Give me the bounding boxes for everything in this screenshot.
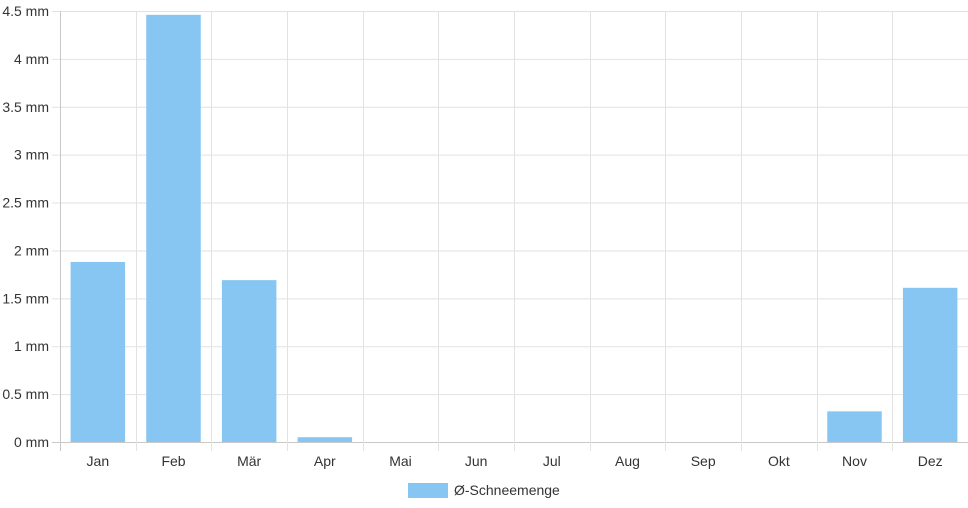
x-tick-label: Jan xyxy=(87,453,110,469)
x-tick-label: Jun xyxy=(465,453,488,469)
x-tick-label: Nov xyxy=(842,453,867,469)
bar-jan[interactable] xyxy=(70,261,126,442)
bar-dez[interactable] xyxy=(902,287,958,442)
y-tick-label: 3 mm xyxy=(14,147,49,163)
x-tick-label: Okt xyxy=(768,453,790,469)
bar-feb[interactable] xyxy=(146,14,201,442)
x-tick-label: Apr xyxy=(314,453,336,469)
bar-apr[interactable] xyxy=(297,437,353,442)
y-tick-label: 1.5 mm xyxy=(2,290,49,306)
bar-mär[interactable] xyxy=(221,280,277,442)
y-tick-label: 0.5 mm xyxy=(2,386,49,402)
legend-swatch[interactable] xyxy=(408,483,448,498)
y-tick-label: 3.5 mm xyxy=(2,99,49,115)
bar-nov[interactable] xyxy=(827,411,882,442)
y-tick-label: 0 mm xyxy=(14,434,49,450)
x-tick-label: Mär xyxy=(237,453,261,469)
x-tick-label: Jul xyxy=(543,453,561,469)
y-tick-label: 1 mm xyxy=(14,338,49,354)
y-tick-label: 4.5 mm xyxy=(2,3,49,19)
x-tick-label: Feb xyxy=(161,453,185,469)
x-tick-label: Mai xyxy=(389,453,412,469)
x-tick-label: Sep xyxy=(691,453,716,469)
y-tick-label: 4 mm xyxy=(14,51,49,67)
y-tick-label: 2.5 mm xyxy=(2,195,49,211)
legend-label[interactable]: Ø-Schneemenge xyxy=(454,482,560,498)
x-tick-label: Dez xyxy=(918,453,943,469)
y-tick-label: 2 mm xyxy=(14,242,49,258)
x-tick-label: Aug xyxy=(615,453,640,469)
